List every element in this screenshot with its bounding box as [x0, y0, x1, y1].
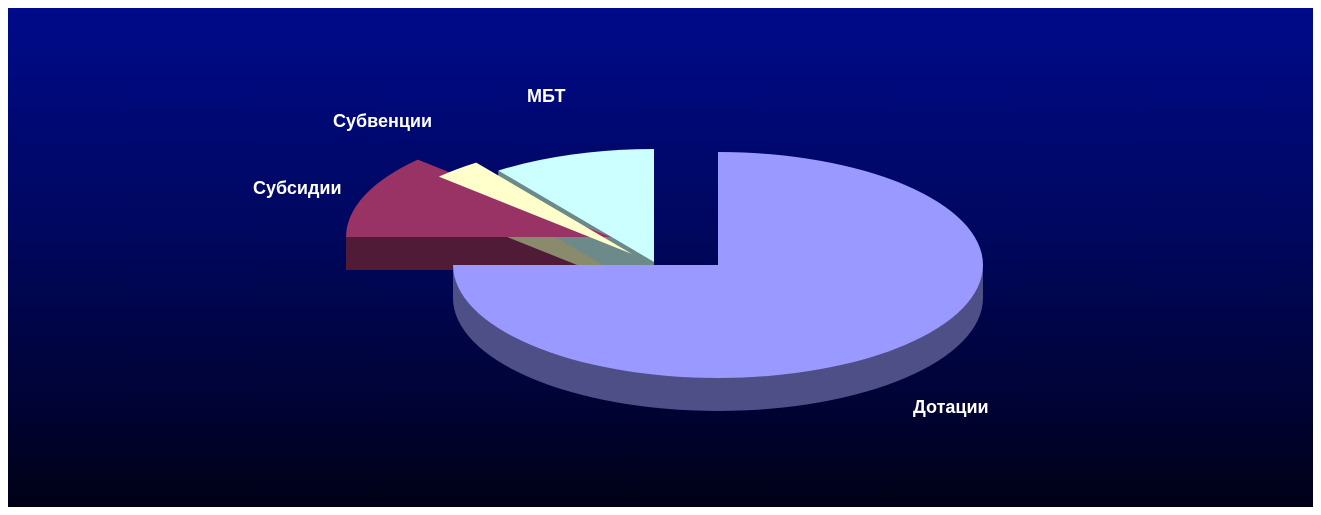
slice-label-mbt: МБТ	[527, 86, 565, 106]
slice-label-subsidii: Субсидии	[253, 178, 342, 198]
slice-3-top	[498, 149, 654, 262]
slice-label-dotacii: Дотации	[913, 397, 989, 417]
chart-area: Дотации Субсидии Субвенции МБТ	[8, 8, 1313, 507]
slice-0-outer-side	[453, 265, 983, 411]
slice-2-top	[438, 162, 632, 254]
slice-label-subvencii: Субвенции	[333, 111, 432, 131]
pie-chart: Дотации Субсидии Субвенции МБТ	[253, 86, 989, 417]
slice-0-top	[453, 152, 983, 378]
